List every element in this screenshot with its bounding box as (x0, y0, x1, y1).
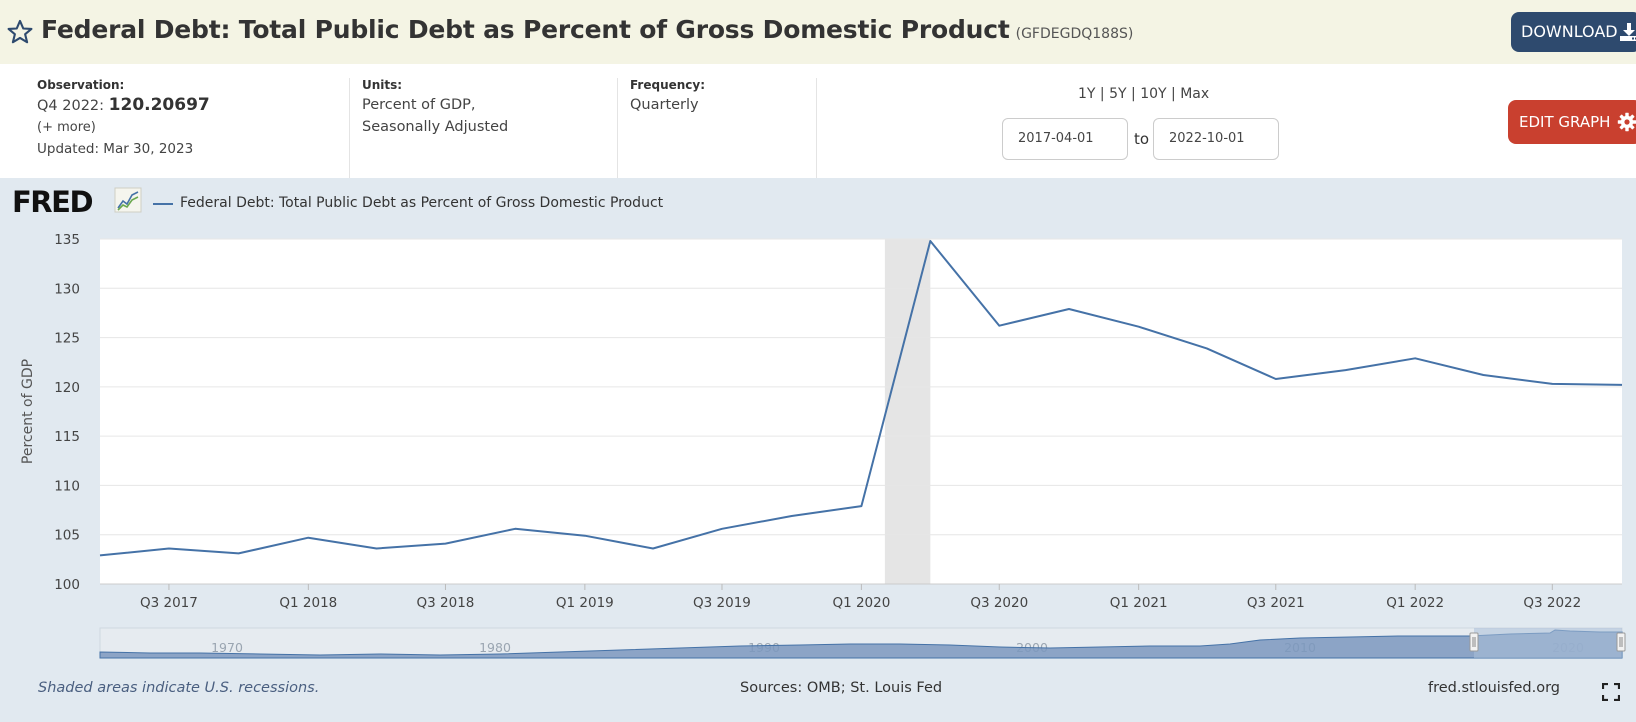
x-tick-label: Q3 2019 (693, 595, 751, 611)
y-tick-label: 115 (54, 429, 80, 445)
units-line1: Percent of GDP, (362, 97, 476, 113)
star-outline-icon[interactable] (6, 18, 34, 46)
frequency-label: Frequency: (630, 78, 706, 92)
observation-period: Q4 2022: (37, 98, 105, 114)
logo-line (117, 191, 139, 209)
y-tick-label: 130 (54, 281, 80, 297)
recession-shade (884, 239, 931, 584)
download-button[interactable]: DOWNLOAD (1511, 12, 1636, 52)
download-icon (1620, 23, 1636, 41)
frequency-block: Frequency: Quarterly (630, 78, 705, 116)
x-tick-label: Q3 2022 (1523, 595, 1581, 611)
y-tick-label: 105 (54, 528, 80, 544)
units-line2: Seasonally Adjusted (362, 119, 509, 135)
logo-line (117, 196, 139, 211)
legend-label: Federal Debt: Total Public Debt as Perce… (180, 195, 664, 211)
x-axis: Q3 2017 Q1 2018 Q3 2018 Q1 2019 Q3 2019 Q1 20… (100, 583, 1622, 611)
recession-layer (884, 239, 931, 584)
x-tick-label: Q3 2021 (1247, 595, 1305, 611)
y-axis-label: Percent of GDP (20, 359, 36, 464)
download-label: DOWNLOAD (1521, 22, 1618, 41)
range-selector: 1Y | 5Y | 10Y | Max (1078, 86, 1209, 102)
range-1y[interactable]: 1Y (1078, 86, 1096, 102)
end-date-input[interactable]: 2022-10-01 (1153, 118, 1279, 160)
observation-value: 120.20697 (108, 95, 210, 115)
x-tick-label: Q1 2020 (832, 595, 890, 611)
navigator-right-handle[interactable] (1616, 632, 1626, 652)
divider (617, 78, 618, 178)
fred-logo: FRED (12, 185, 142, 218)
edit-graph-button[interactable]: EDIT GRAPH (1508, 100, 1636, 144)
series-id: (GFDEGDQ188S) (1015, 26, 1134, 42)
series-layer (99, 240, 1623, 557)
range-separator: | (1171, 86, 1176, 102)
chart-area: 100 105 110 115 120 125 130 135 Q3 2017 Q1 2018 Q… (0, 178, 1636, 722)
recession-note: Shaded areas indicate U.S. recessions. (38, 680, 320, 696)
y-tick-label: 125 (54, 331, 80, 347)
page-header: Federal Debt: Total Public Debt as Perce… (0, 0, 1636, 64)
frequency-value: Quarterly (630, 97, 699, 113)
to-label: to (1134, 130, 1150, 148)
series-title: Federal Debt: Total Public Debt as Perce… (41, 15, 1010, 44)
fullscreen-icon[interactable] (1602, 683, 1620, 701)
x-tick-label: Q1 2022 (1386, 595, 1444, 611)
x-tick-label: Q1 2019 (556, 595, 614, 611)
x-tick-label: Q3 2017 (140, 595, 198, 611)
sources: Sources: OMB; St. Louis Fed (740, 680, 943, 696)
navigator-selection[interactable] (1474, 628, 1622, 658)
x-tick-label: Q3 2020 (970, 595, 1028, 611)
legend-swatch (153, 203, 173, 205)
y-tick-label: 120 (54, 380, 80, 396)
observation-label: Observation: (37, 78, 125, 92)
navigator-label: 1970 (211, 640, 243, 655)
navigator-label: 1980 (479, 640, 511, 655)
site-link[interactable]: fred.stlouisfed.org (1428, 680, 1561, 696)
range-navigator[interactable]: 197019801990200020102020 (99, 627, 1626, 659)
gear-icon (1617, 112, 1636, 132)
observation-block: Observation: Q4 2022: 120.20697 (+ more)… (37, 78, 210, 160)
more-link[interactable]: (+ more) (37, 120, 96, 135)
range-max[interactable]: Max (1180, 86, 1210, 102)
range-separator: | (1099, 86, 1105, 102)
updated-date: Updated: Mar 30, 2023 (37, 141, 194, 157)
x-tick-label: Q1 2021 (1110, 595, 1168, 611)
page-title: Federal Debt: Total Public Debt as Perce… (41, 15, 1133, 44)
series-info: Observation: Q4 2022: 120.20697 (+ more)… (0, 64, 1636, 178)
units-label: Units: (362, 78, 403, 92)
range-10y[interactable]: 10Y (1140, 86, 1167, 102)
range-5y[interactable]: 5Y (1109, 86, 1127, 102)
divider (816, 78, 817, 178)
divider (349, 78, 350, 178)
y-tick-label: 100 (54, 577, 80, 593)
edit-graph-label: EDIT GRAPH (1519, 113, 1611, 131)
y-axis: 100 105 110 115 120 125 130 135 (54, 232, 80, 593)
fred-logo-text: FRED (12, 185, 92, 218)
x-tick-label: Q1 2018 (279, 595, 337, 611)
start-date-input[interactable]: 2017-04-01 (1002, 118, 1128, 160)
range-separator: | (1131, 86, 1136, 102)
x-tick-label: Q3 2018 (417, 595, 475, 611)
y-tick-label: 110 (54, 478, 80, 494)
plot-background (100, 239, 1622, 584)
navigator-left-handle[interactable] (1469, 632, 1479, 652)
y-tick-label: 135 (54, 232, 80, 248)
units-block: Units: Percent of GDP, Seasonally Adjust… (362, 78, 508, 138)
